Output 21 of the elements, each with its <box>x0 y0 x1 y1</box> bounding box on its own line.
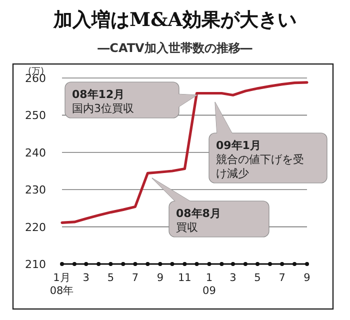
annotation: 09年1月競合の値下げを受け減少 <box>216 139 304 180</box>
x-tick-label: 7 <box>132 272 139 284</box>
annotation: 08年12月国内3位買収 <box>72 88 134 115</box>
y-tick-label: 230 <box>25 184 46 197</box>
x-tick-label: 1 09 <box>202 272 216 297</box>
y-tick-label: 210 <box>25 258 46 271</box>
x-tick-label: 9 <box>304 272 310 284</box>
y-tick-label: 240 <box>25 146 46 160</box>
y-tick-label: 220 <box>25 220 46 234</box>
chart-title: 加入増はM&A効果が大きい <box>52 9 296 31</box>
x-tick-label: 1月 08年 <box>50 272 74 297</box>
x-tick-label: 3 <box>82 272 90 284</box>
y-tick-label: 250 <box>25 109 46 122</box>
x-tick-label: 9 <box>156 272 164 284</box>
x-tick-label: 5 <box>254 272 261 284</box>
x-tick-label: 5 <box>107 272 114 284</box>
x-tick-label: 11 <box>178 272 192 284</box>
x-tick-label: 7 <box>278 272 286 284</box>
annotation: 08年8月買収 <box>176 207 221 234</box>
x-tick-label: 3 <box>230 272 236 284</box>
chart-subtitle: ―CATV加入世帯数の推移― <box>98 41 252 55</box>
